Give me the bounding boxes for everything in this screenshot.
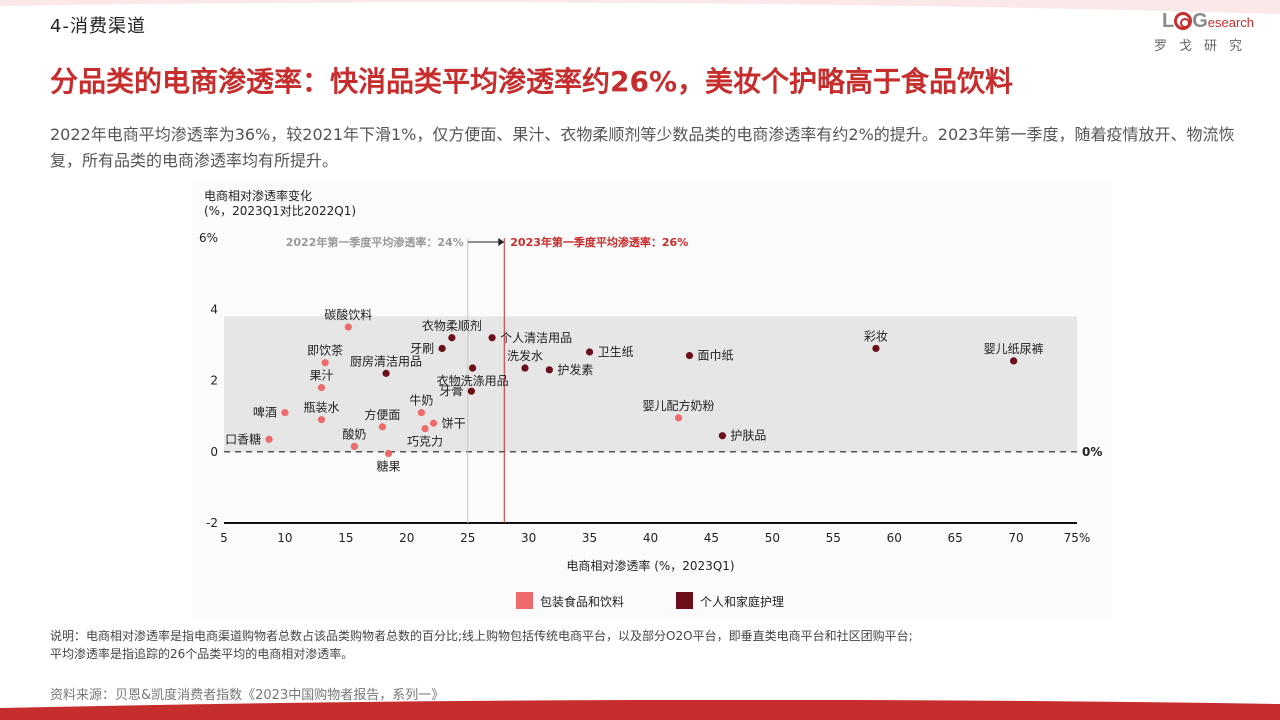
x-tick-label: 50 [765, 531, 780, 545]
section-label: 4-消费渠道 [50, 16, 146, 37]
data-point [468, 364, 477, 372]
data-point [350, 442, 358, 451]
summary-text: 2022年电商平均渗透率为36%，较2021年下滑1%，仅方便面、果汁、衣物柔顺… [50, 125, 1235, 170]
x-tick-label: 45 [704, 531, 719, 545]
x-tick-label: 20 [399, 531, 414, 545]
y-axis-title-line2: (%，2023Q1对比2022Q1) [204, 204, 356, 218]
data-point [384, 449, 393, 458]
legend-swatch [676, 592, 693, 609]
x-tick-label: 25 [460, 531, 475, 545]
data-label: 护发素 [557, 362, 593, 377]
data-point [585, 348, 594, 356]
x-tick-label: 10 [277, 531, 292, 545]
y-tick-label: 0 [210, 445, 218, 459]
top-decor-band [0, 0, 1280, 14]
data-point [382, 369, 390, 377]
y-axis-title-line1: 电商相对渗透率变化 [204, 188, 312, 203]
x-tick-label: 55 [826, 531, 841, 545]
data-point [467, 387, 475, 395]
data-label: 婴儿配方奶粉 [643, 398, 715, 413]
data-label: 洗发水 [507, 348, 543, 363]
y-tick-label: 4 [210, 302, 218, 316]
note-line-1: 说明：电商相对渗透率是指电商渠道购物者总数占该品类购物者总数的百分比;线上购物包… [50, 629, 913, 643]
data-label: 巧克力 [407, 435, 443, 449]
data-point [421, 424, 429, 433]
data-label: 个人清洁用品 [500, 331, 572, 345]
data-label: 饼干 [442, 416, 466, 430]
data-label: 碳酸饮料 [324, 307, 372, 322]
data-point [378, 423, 387, 431]
data-label: 彩妆 [864, 329, 888, 343]
x-tick-label: 65 [948, 531, 963, 545]
data-label: 衣物柔顺剂 [422, 318, 482, 333]
data-point [674, 414, 683, 422]
logo-chinese: 罗戈研究 [1153, 39, 1254, 54]
data-label: 方便面 [364, 407, 400, 422]
y-tick-label: 2 [210, 374, 218, 388]
source-text: 资料来源：贝恩&凯度消费者指数《2023中国购物者报告，系列一》 [50, 688, 445, 703]
legend-label: 包装食品和饮料 [540, 594, 624, 609]
x-tick-label: 15 [338, 531, 353, 545]
data-label: 衣物洗涤用品 [437, 373, 509, 388]
logo-wordmark: L Gesearch [1161, 10, 1254, 32]
data-point [321, 359, 329, 367]
data-point [685, 351, 694, 360]
data-label: 卫生纸 [598, 345, 634, 359]
page-number: 14 [1230, 688, 1248, 704]
data-point [718, 432, 726, 440]
note-line-2: 平均渗透率是指追踪的26个品类平均的电商相对渗透率。 [50, 647, 354, 661]
data-point [872, 344, 880, 353]
avg-2022-label: 2022年第一季度平均渗透率：24% [286, 235, 464, 249]
data-point [429, 419, 438, 427]
legend-label: 个人和家庭护理 [700, 594, 784, 609]
x-tick-label: 60 [887, 531, 902, 545]
x-tick-label: 75% [1064, 531, 1091, 545]
data-point [281, 408, 289, 417]
data-point [417, 408, 426, 417]
data-point [438, 344, 446, 353]
data-label: 面巾纸 [697, 349, 733, 363]
data-point [448, 334, 456, 342]
x-tick-label: 35 [582, 531, 597, 545]
y-tick-label: -2 [206, 516, 218, 530]
data-label: 即饮茶 [307, 343, 343, 358]
x-tick-label: 30 [521, 531, 536, 545]
data-label: 瓶装水 [303, 401, 339, 415]
data-point [521, 364, 529, 372]
avg-arrow-head [498, 238, 505, 246]
data-label: 牛奶 [409, 393, 433, 408]
x-axis-title: 电商相对渗透率 (%，2023Q1) [566, 558, 734, 573]
page-title: 分品类的电商渗透率：快消品类平均渗透率约26%，美妆个护略高于食品饮料 [50, 65, 1014, 98]
data-label: 啤酒 [253, 405, 277, 420]
bottom-decor-band [0, 700, 1280, 720]
data-label: 护肤品 [730, 428, 766, 443]
data-point [1010, 357, 1018, 365]
data-point [545, 366, 553, 374]
legend-swatch [516, 592, 533, 609]
data-point [265, 435, 273, 443]
data-label: 果汁 [309, 369, 333, 383]
x-tick-label: 70 [1008, 531, 1023, 545]
shaded-band [224, 316, 1077, 452]
y-tick-label: 6% [199, 231, 218, 245]
data-label: 牙膏 [439, 383, 463, 398]
chart-note: 说明：电商相对渗透率是指电商渠道购物者总数占该品类购物者总数的百分比;线上购物包… [50, 627, 913, 663]
brand-logo: L Gesearch 罗戈研究 [1154, 10, 1254, 54]
data-label: 酸奶 [342, 426, 366, 441]
data-point [317, 384, 326, 392]
data-point [344, 323, 352, 331]
data-label: 牙刷 [410, 341, 434, 355]
data-point [488, 334, 496, 342]
zero-label: 0% [1082, 445, 1102, 459]
data-label: 口香糖 [225, 431, 261, 446]
x-tick-label: 5 [220, 531, 228, 545]
x-tick-label: 40 [643, 531, 658, 545]
data-label: 婴儿纸尿裤 [984, 342, 1044, 356]
avg-2023-label: 2023年第一季度平均渗透率：26% [510, 235, 688, 249]
data-point [317, 416, 326, 424]
data-label: 厨房清洁用品 [350, 353, 422, 368]
data-label: 糖果 [376, 459, 400, 474]
